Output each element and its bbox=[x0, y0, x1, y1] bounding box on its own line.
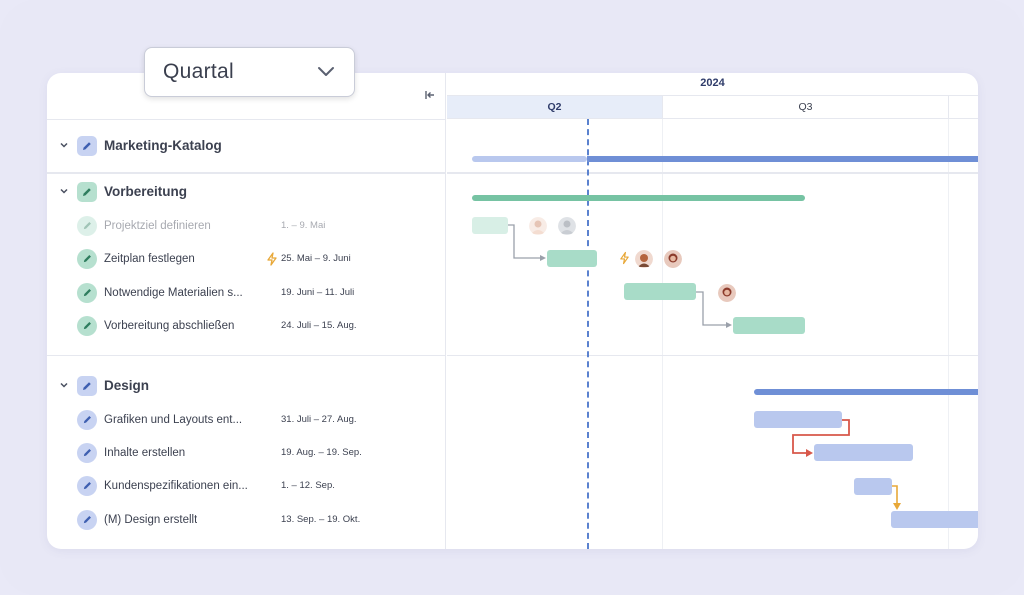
avatar[interactable] bbox=[529, 217, 547, 235]
task-bar-inhalte[interactable] bbox=[814, 444, 913, 461]
group-divider bbox=[47, 172, 446, 174]
task-dates: 19. Aug. – 19. Sep. bbox=[281, 447, 362, 458]
task-title: Kundenspezifikationen ein... bbox=[104, 479, 248, 492]
pencil-icon bbox=[77, 509, 97, 530]
chevron-down-icon bbox=[318, 67, 334, 76]
quarter-header-next bbox=[948, 95, 978, 119]
view-selector-dropdown[interactable]: Quartal bbox=[144, 47, 355, 97]
group-divider bbox=[447, 172, 978, 174]
task-row[interactable]: Inhalte erstellen 19. Aug. – 19. Sep. bbox=[47, 436, 446, 469]
chevron-down-icon[interactable] bbox=[58, 186, 70, 198]
avatar[interactable] bbox=[635, 250, 653, 268]
task-title: Zeitplan festlegen bbox=[104, 252, 195, 265]
avatar[interactable] bbox=[718, 284, 736, 302]
chevron-down-icon[interactable] bbox=[58, 380, 70, 392]
pencil-icon bbox=[77, 409, 97, 430]
group-row-marketing-katalog[interactable]: Marketing-Katalog bbox=[47, 129, 446, 162]
group-row-design[interactable]: Design bbox=[47, 369, 446, 402]
task-list-pane: Marketing-Katalog Vorbereitung Projektzi… bbox=[47, 73, 446, 549]
collapse-panel-icon[interactable] bbox=[423, 89, 437, 103]
task-dates: 25. Mai – 9. Juni bbox=[281, 253, 351, 264]
bolt-icon bbox=[620, 251, 629, 265]
task-bar-design-erstellt[interactable] bbox=[891, 511, 978, 528]
bolt-icon bbox=[267, 251, 277, 266]
task-dates: 24. Juli – 15. Aug. bbox=[281, 320, 357, 331]
grid-line bbox=[662, 119, 663, 549]
header-divider bbox=[47, 119, 446, 120]
view-selector-value: Quartal bbox=[163, 60, 234, 83]
group-bar-design[interactable] bbox=[754, 389, 978, 395]
group-bar-marketing-katalog[interactable] bbox=[587, 156, 978, 162]
pencil-icon bbox=[77, 282, 97, 303]
task-row[interactable]: Projektziel definieren 1. – 9. Mai bbox=[47, 209, 446, 242]
quarter-header-q2[interactable]: Q2 bbox=[447, 95, 662, 119]
task-dates: 13. Sep. – 19. Okt. bbox=[281, 514, 361, 525]
task-bar-zeitplan[interactable] bbox=[547, 250, 597, 267]
avatar[interactable] bbox=[664, 250, 682, 268]
group-title: Vorbereitung bbox=[104, 184, 188, 199]
group-divider bbox=[447, 355, 978, 356]
pencil-icon bbox=[77, 315, 97, 336]
task-title: Grafiken und Layouts ent... bbox=[104, 413, 243, 426]
pencil-icon bbox=[77, 375, 97, 396]
timeline-pane[interactable]: 2024 Q2 Q3 bbox=[447, 73, 978, 549]
dependency-links bbox=[508, 224, 901, 510]
task-title: Projektziel definieren bbox=[104, 219, 211, 232]
pencil-icon bbox=[77, 442, 97, 463]
task-row[interactable]: Zeitplan festlegen 25. Mai – 9. Juni bbox=[47, 242, 446, 275]
avatar[interactable] bbox=[558, 217, 576, 235]
group-bar-vorbereitung[interactable] bbox=[472, 195, 805, 201]
pencil-icon bbox=[77, 215, 97, 236]
task-dates: 19. Juni – 11. Juli bbox=[281, 287, 355, 298]
task-row[interactable]: Grafiken und Layouts ent... 31. Juli – 2… bbox=[47, 403, 446, 436]
task-bar-materialien[interactable] bbox=[624, 283, 696, 300]
task-row[interactable]: Kundenspezifikationen ein... 1. – 12. Se… bbox=[47, 469, 446, 502]
task-title: Inhalte erstellen bbox=[104, 446, 186, 459]
task-bar-kundenspezifikationen[interactable] bbox=[854, 478, 892, 495]
group-row-vorbereitung[interactable]: Vorbereitung bbox=[47, 175, 446, 208]
chevron-down-icon[interactable] bbox=[58, 140, 70, 152]
task-dates: 1. – 12. Sep. bbox=[281, 480, 335, 491]
task-dates: 1. – 9. Mai bbox=[281, 220, 326, 231]
quarter-header-q3[interactable]: Q3 bbox=[662, 95, 948, 119]
group-bar-progress[interactable] bbox=[472, 156, 587, 162]
gantt-chart: Marketing-Katalog Vorbereitung Projektzi… bbox=[47, 73, 978, 549]
pencil-icon bbox=[77, 181, 97, 202]
group-title: Design bbox=[104, 378, 150, 393]
task-title: Notwendige Materialien s... bbox=[104, 286, 243, 299]
today-marker bbox=[587, 119, 589, 549]
task-title: (M) Design erstellt bbox=[104, 513, 198, 526]
task-row[interactable]: Notwendige Materialien s... 19. Juni – 1… bbox=[47, 276, 446, 309]
group-title: Marketing-Katalog bbox=[104, 138, 222, 153]
task-row[interactable]: Vorbereitung abschließen 24. Juli – 15. … bbox=[47, 309, 446, 342]
pencil-icon bbox=[77, 248, 97, 269]
task-bar-vorbereitung-abschliessen[interactable] bbox=[733, 317, 805, 334]
task-bar-grafiken[interactable] bbox=[754, 411, 842, 428]
task-dates: 31. Juli – 27. Aug. bbox=[281, 414, 357, 425]
task-row[interactable]: (M) Design erstellt 13. Sep. – 19. Okt. bbox=[47, 503, 446, 536]
group-divider bbox=[47, 355, 446, 356]
task-bar-projektziel[interactable] bbox=[472, 217, 508, 234]
grid-line bbox=[948, 119, 949, 549]
task-title: Vorbereitung abschließen bbox=[104, 319, 235, 332]
year-label: 2024 bbox=[700, 77, 725, 89]
pencil-icon bbox=[77, 475, 97, 496]
pencil-icon bbox=[77, 135, 97, 156]
